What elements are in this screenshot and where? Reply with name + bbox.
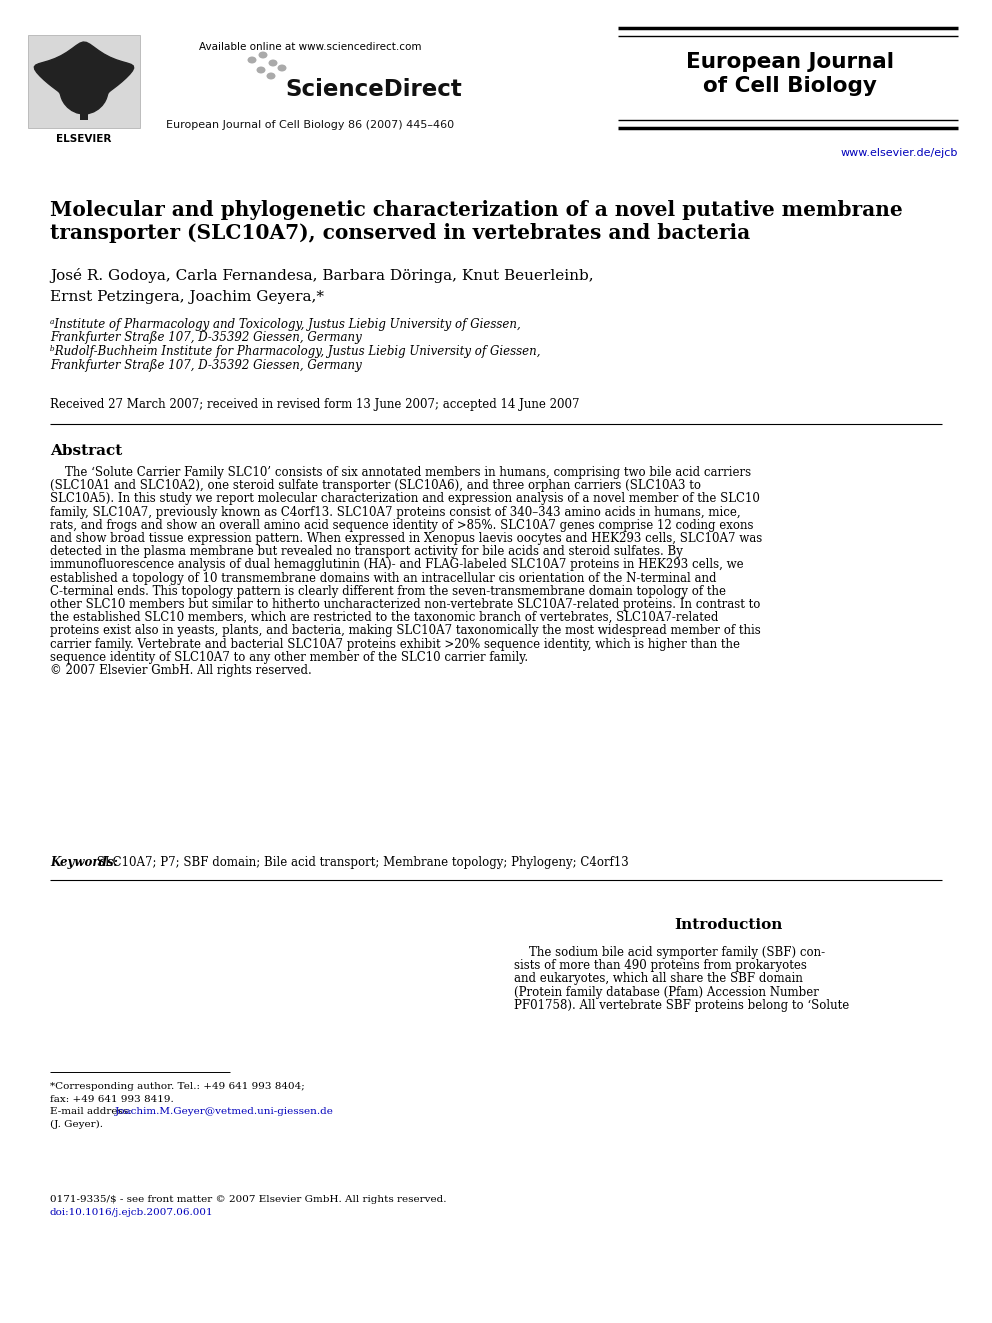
Text: Frankfurter Straße 107, D-35392 Giessen, Germany: Frankfurter Straße 107, D-35392 Giessen,… xyxy=(50,332,362,344)
Text: (Protein family database (Pfam) Accession Number: (Protein family database (Pfam) Accessio… xyxy=(514,986,818,999)
Ellipse shape xyxy=(278,65,287,71)
Text: Keywords:: Keywords: xyxy=(50,856,118,869)
Text: ᵇRudolf-Buchheim Institute for Pharmacology, Justus Liebig University of Giessen: ᵇRudolf-Buchheim Institute for Pharmacol… xyxy=(50,345,541,359)
Text: Frankfurter Straße 107, D-35392 Giessen, Germany: Frankfurter Straße 107, D-35392 Giessen,… xyxy=(50,359,362,372)
Text: PF01758). All vertebrate SBF proteins belong to ‘Solute: PF01758). All vertebrate SBF proteins be… xyxy=(514,999,849,1012)
Text: other SLC10 members but similar to hitherto uncharacterized non-vertebrate SLC10: other SLC10 members but similar to hithe… xyxy=(50,598,761,611)
Ellipse shape xyxy=(259,52,268,58)
Text: SLC10A5). In this study we report molecular characterization and expression anal: SLC10A5). In this study we report molecu… xyxy=(50,492,760,505)
Text: (SLC10A1 and SLC10A2), one steroid sulfate transporter (SLC10A6), and three orph: (SLC10A1 and SLC10A2), one steroid sulfa… xyxy=(50,479,701,492)
Text: Received 27 March 2007; received in revised form 13 June 2007; accepted 14 June : Received 27 March 2007; received in revi… xyxy=(50,398,579,411)
Text: Abstract: Abstract xyxy=(50,445,122,458)
Text: José R. Godoya, Carla Fernandesa, Barbara Döringa, Knut Beuerleinb,: José R. Godoya, Carla Fernandesa, Barbar… xyxy=(50,269,593,283)
Text: rats, and frogs and show an overall amino acid sequence identity of >85%. SLC10A: rats, and frogs and show an overall amin… xyxy=(50,519,754,532)
Text: Introduction: Introduction xyxy=(674,918,782,931)
Text: the established SLC10 members, which are restricted to the taxonomic branch of v: the established SLC10 members, which are… xyxy=(50,611,718,624)
Text: family, SLC10A7, previously known as C4orf13. SLC10A7 proteins consist of 340–34: family, SLC10A7, previously known as C4o… xyxy=(50,505,741,519)
Text: C-terminal ends. This topology pattern is clearly different from the seven-trans: C-terminal ends. This topology pattern i… xyxy=(50,585,726,598)
Ellipse shape xyxy=(247,57,257,64)
Text: European Journal: European Journal xyxy=(686,52,894,71)
Text: www.elsevier.de/ejcb: www.elsevier.de/ejcb xyxy=(840,148,958,157)
Text: The sodium bile acid symporter family (SBF) con-: The sodium bile acid symporter family (S… xyxy=(514,946,825,959)
Polygon shape xyxy=(35,42,134,114)
FancyBboxPatch shape xyxy=(80,102,88,120)
Text: of Cell Biology: of Cell Biology xyxy=(703,75,877,97)
Text: Available online at www.sciencedirect.com: Available online at www.sciencedirect.co… xyxy=(198,42,422,52)
Text: and show broad tissue expression pattern. When expressed in Xenopus laevis oocyt: and show broad tissue expression pattern… xyxy=(50,532,762,545)
Text: and eukaryotes, which all share the SBF domain: and eukaryotes, which all share the SBF … xyxy=(514,972,803,986)
Text: established a topology of 10 transmembrane domains with an intracellular cis ori: established a topology of 10 transmembra… xyxy=(50,572,716,585)
Text: The ‘Solute Carrier Family SLC10’ consists of six annotated members in humans, c: The ‘Solute Carrier Family SLC10’ consis… xyxy=(50,466,751,479)
Text: Molecular and phylogenetic characterization of a novel putative membrane
transpo: Molecular and phylogenetic characterizat… xyxy=(50,200,903,243)
Text: sists of more than 490 proteins from prokaryotes: sists of more than 490 proteins from pro… xyxy=(514,959,806,972)
Ellipse shape xyxy=(269,60,278,66)
Text: Joachim.M.Geyer@vetmed.uni-giessen.de: Joachim.M.Geyer@vetmed.uni-giessen.de xyxy=(115,1107,333,1117)
Ellipse shape xyxy=(257,66,266,74)
Text: *Corresponding author. Tel.: +49 641 993 8404;: *Corresponding author. Tel.: +49 641 993… xyxy=(50,1082,305,1091)
Text: sequence identity of SLC10A7 to any other member of the SLC10 carrier family.: sequence identity of SLC10A7 to any othe… xyxy=(50,651,528,664)
Text: Ernst Petzingera, Joachim Geyera,*: Ernst Petzingera, Joachim Geyera,* xyxy=(50,290,324,304)
Text: detected in the plasma membrane but revealed no transport activity for bile acid: detected in the plasma membrane but reve… xyxy=(50,545,682,558)
Text: European Journal of Cell Biology 86 (2007) 445–460: European Journal of Cell Biology 86 (200… xyxy=(166,120,454,130)
Text: E-mail address:: E-mail address: xyxy=(50,1107,135,1117)
Text: proteins exist also in yeasts, plants, and bacteria, making SLC10A7 taxonomicall: proteins exist also in yeasts, plants, a… xyxy=(50,624,761,638)
Text: carrier family. Vertebrate and bacterial SLC10A7 proteins exhibit >20% sequence : carrier family. Vertebrate and bacterial… xyxy=(50,638,740,651)
Text: doi:10.1016/j.ejcb.2007.06.001: doi:10.1016/j.ejcb.2007.06.001 xyxy=(50,1208,213,1217)
Ellipse shape xyxy=(267,73,276,79)
Text: ScienceDirect: ScienceDirect xyxy=(285,78,461,101)
Text: ᵃInstitute of Pharmacology and Toxicology, Justus Liebig University of Giessen,: ᵃInstitute of Pharmacology and Toxicolog… xyxy=(50,318,521,331)
Text: fax: +49 641 993 8419.: fax: +49 641 993 8419. xyxy=(50,1094,174,1103)
Text: ELSEVIER: ELSEVIER xyxy=(57,134,112,144)
FancyBboxPatch shape xyxy=(28,34,140,128)
Text: 0171-9335/$ - see front matter © 2007 Elsevier GmbH. All rights reserved.: 0171-9335/$ - see front matter © 2007 El… xyxy=(50,1195,446,1204)
Text: (J. Geyer).: (J. Geyer). xyxy=(50,1119,103,1129)
Text: © 2007 Elsevier GmbH. All rights reserved.: © 2007 Elsevier GmbH. All rights reserve… xyxy=(50,664,311,677)
Text: SLC10A7; P7; SBF domain; Bile acid transport; Membrane topology; Phylogeny; C4or: SLC10A7; P7; SBF domain; Bile acid trans… xyxy=(93,856,629,869)
Text: immunofluorescence analysis of dual hemagglutinin (HA)- and FLAG-labeled SLC10A7: immunofluorescence analysis of dual hema… xyxy=(50,558,744,572)
